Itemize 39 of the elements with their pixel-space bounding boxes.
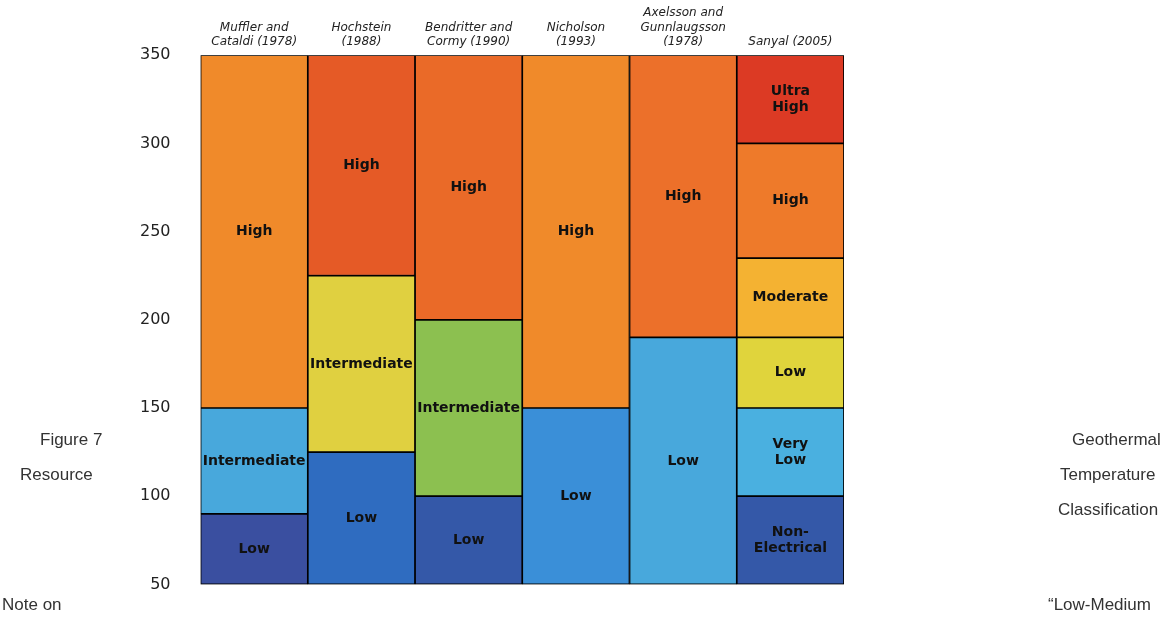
data-label: Ultra High — [770, 81, 810, 114]
data-label: Low — [560, 486, 592, 503]
text: “Low-Medium — [1048, 595, 1151, 615]
data-label: Intermediate — [310, 354, 413, 371]
data-label: Low — [238, 539, 270, 556]
y-tick-label: 200 — [139, 308, 171, 328]
text: Classification — [1058, 500, 1159, 520]
data-label: Non-Electrical — [753, 522, 827, 555]
text: Temperature — [1060, 465, 1156, 485]
x-tick-label: Nicholson (1993) — [546, 19, 606, 49]
data-label: Moderate — [752, 288, 829, 305]
data-label: High — [343, 156, 380, 173]
x-tick-label: Sanyal (2005) — [748, 34, 833, 49]
x-tick-label: Muffler and Cataldi (1978) — [211, 19, 298, 49]
data-label: Low — [774, 363, 807, 380]
data-label: High — [772, 191, 809, 208]
y-tick-label: 350 — [139, 44, 171, 64]
y-tick-label: 250 — [139, 220, 171, 240]
x-tick-label: Hochstein (1988) — [331, 19, 392, 49]
data-label: Low — [452, 530, 485, 547]
y-tick-label: 50 — [150, 573, 171, 593]
y-tick-label: 100 — [139, 485, 171, 505]
y-tick-label: 150 — [139, 397, 171, 417]
data-label: High — [235, 222, 273, 239]
data-label: Intermediate — [202, 451, 306, 468]
data-label: High — [664, 186, 702, 203]
text: Resource — [20, 465, 93, 485]
y-tick-label: 300 — [139, 132, 171, 152]
caption: Figure 7 — [40, 430, 103, 450]
text: Note on — [2, 595, 62, 615]
data-label: Low — [667, 451, 699, 468]
data-label: Very Low — [772, 434, 809, 467]
x-tick-label: Bendritter and Cormy (1990) — [425, 19, 513, 49]
data-label: Low — [345, 508, 378, 525]
text: Geothermal — [1072, 430, 1161, 450]
data-label: High — [450, 178, 487, 195]
x-tick-label: Axelsson and Gunnlaugsson (1978) — [640, 5, 726, 49]
data-label: High — [557, 222, 595, 239]
data-label: Intermediate — [417, 398, 521, 415]
